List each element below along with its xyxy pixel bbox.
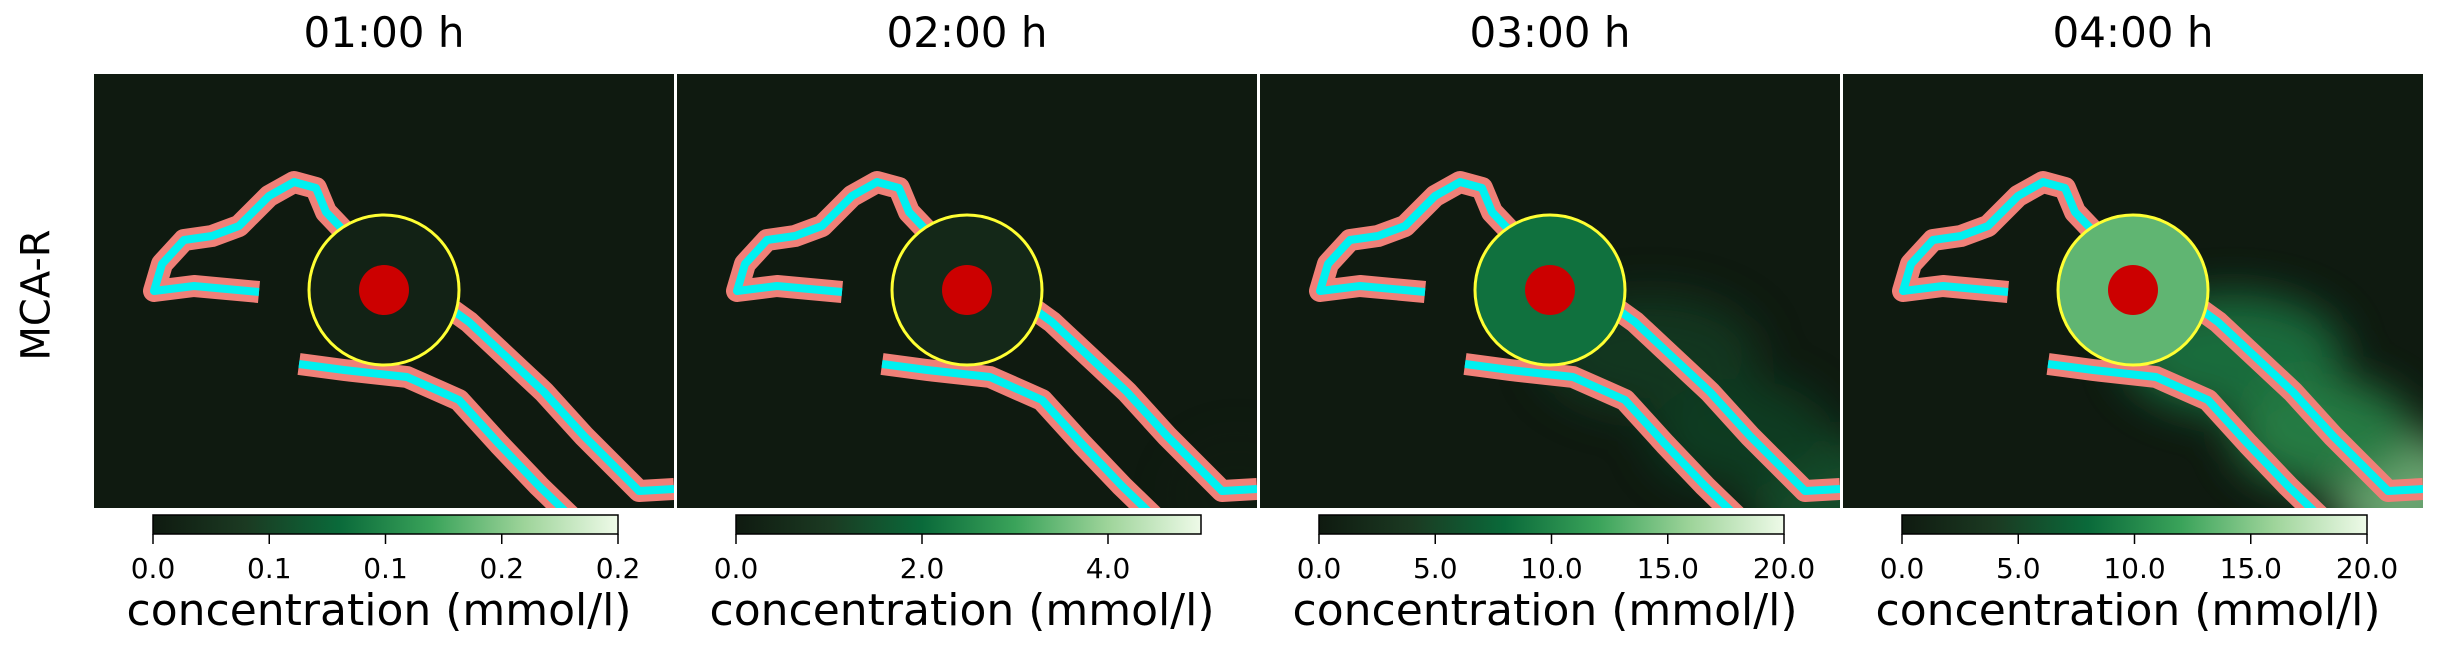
colorbar-3 xyxy=(1318,514,1785,535)
colorbar-1 xyxy=(152,514,619,535)
injection-marker xyxy=(2108,265,2158,315)
inner-boundary-1 xyxy=(1316,178,1840,495)
colorbar-tick-label: 0.0 xyxy=(714,552,759,585)
panel-title-2: 02:00 h xyxy=(886,8,1048,57)
colorbar-2 xyxy=(735,514,1202,535)
colorbar-tick-label: 5.0 xyxy=(1996,552,2041,585)
panel-title-3: 03:00 h xyxy=(1469,8,1631,57)
colorbar-tick-label: 5.0 xyxy=(1413,552,1458,585)
colorbar-tick-label: 15.0 xyxy=(2220,552,2282,585)
colorbar-label-3: concentration (mmol/l) xyxy=(1292,585,1798,636)
colorbar-tick-label: 0.0 xyxy=(131,552,176,585)
colorbar-label-2: concentration (mmol/l) xyxy=(709,585,1215,636)
colorbar-tick-label: 0.2 xyxy=(479,552,524,585)
inner-boundary-1 xyxy=(1899,178,2423,495)
colorbar-tick-label: 0.0 xyxy=(1297,552,1342,585)
inner-boundary-2 xyxy=(881,360,1151,508)
panel-title-4: 04:00 h xyxy=(2052,8,2214,57)
colorbar-tick-label: 10.0 xyxy=(1520,552,1582,585)
heatmap-panel-4 xyxy=(1843,74,2423,508)
colorbar-tick-label: 15.0 xyxy=(1637,552,1699,585)
inner-boundary-1 xyxy=(733,178,1257,495)
colorbar-tick-label: 20.0 xyxy=(2336,552,2398,585)
colorbar-tick-label: 0.2 xyxy=(596,552,641,585)
colorbar-tick-label: 4.0 xyxy=(1086,552,1131,585)
heatmap-panel-1 xyxy=(94,74,674,508)
colorbar-tick-label: 10.0 xyxy=(2103,552,2165,585)
colorbar-tick-label: 0.1 xyxy=(247,552,292,585)
colorbar-label-1: concentration (mmol/l) xyxy=(126,585,632,636)
colorbar-tick-label: 0.1 xyxy=(363,552,408,585)
inner-boundary-2 xyxy=(2047,360,2317,508)
colorbar-label-4: concentration (mmol/l) xyxy=(1875,585,2381,636)
heatmap-panel-2 xyxy=(677,74,1257,508)
heatmap-panel-3 xyxy=(1260,74,1840,508)
injection-marker xyxy=(359,265,409,315)
colorbar-4 xyxy=(1901,514,2368,535)
colorbar-tick-label: 2.0 xyxy=(900,552,945,585)
panel-title-1: 01:00 h xyxy=(303,8,465,57)
inner-boundary-2 xyxy=(298,360,568,508)
injection-marker xyxy=(1525,265,1575,315)
colorbar-tick-label: 0.0 xyxy=(1880,552,1925,585)
inner-boundary-2 xyxy=(1464,360,1734,508)
inner-boundary-1 xyxy=(150,178,674,495)
colorbar-tick-label: 20.0 xyxy=(1753,552,1815,585)
injection-marker xyxy=(942,265,992,315)
